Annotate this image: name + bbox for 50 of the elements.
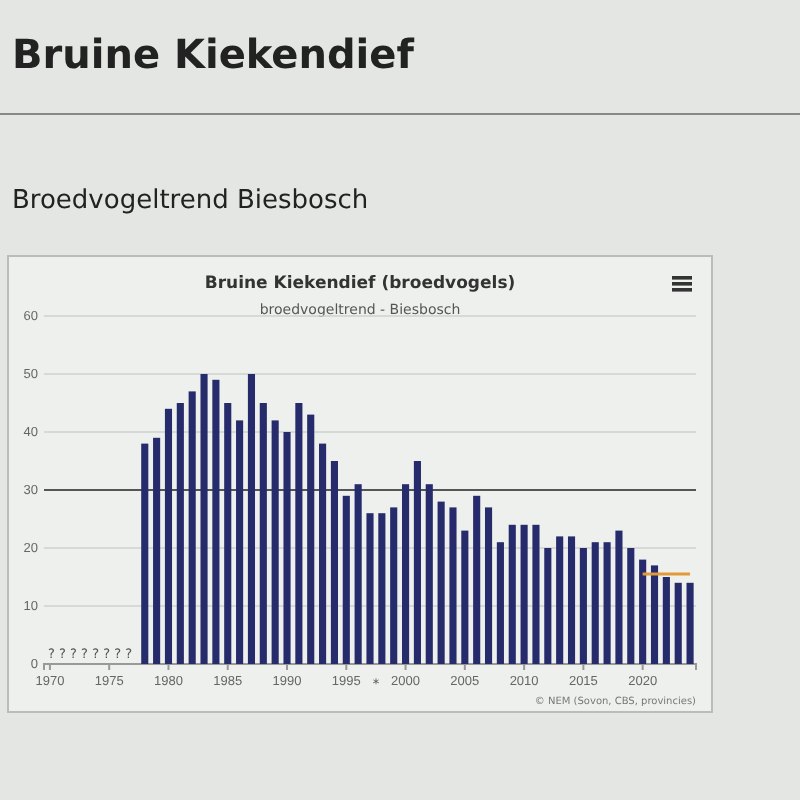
bar	[591, 542, 599, 664]
bar	[259, 403, 267, 664]
bar	[425, 484, 433, 664]
bar	[354, 484, 362, 664]
bar	[413, 461, 421, 664]
bar	[615, 530, 623, 664]
bar	[307, 414, 315, 664]
bar	[236, 420, 244, 664]
bar	[342, 495, 350, 664]
bar	[484, 507, 493, 664]
bar	[686, 582, 694, 664]
bar	[153, 437, 161, 664]
bar	[224, 403, 232, 664]
bar	[639, 559, 647, 664]
bar	[390, 507, 398, 664]
bar	[212, 379, 220, 664]
bar	[164, 408, 173, 664]
bar	[603, 542, 611, 664]
bar	[662, 577, 670, 664]
bar	[520, 524, 528, 664]
bar	[271, 420, 279, 664]
bar	[319, 443, 327, 664]
bar	[378, 513, 386, 664]
bar	[508, 524, 516, 664]
text: Broedvogeltrend Biesbosch	[12, 186, 369, 216]
bar	[200, 374, 208, 664]
bar	[496, 542, 504, 664]
bar	[627, 548, 635, 664]
bar	[437, 501, 445, 664]
bar	[176, 403, 184, 664]
bar	[579, 548, 587, 664]
bar	[556, 536, 564, 664]
chart-title: Bruine Kiekendief (broedvogels)	[204, 274, 516, 294]
bar	[330, 461, 338, 664]
bar	[141, 443, 149, 664]
bar	[188, 391, 196, 664]
bar	[650, 565, 659, 664]
bar	[461, 530, 469, 664]
bar	[674, 582, 682, 664]
bar	[247, 374, 256, 664]
bar	[402, 484, 410, 664]
bar	[544, 548, 552, 664]
bar	[283, 432, 291, 664]
bar	[295, 403, 303, 664]
bar	[449, 507, 457, 664]
bar	[473, 495, 481, 664]
text: Bruine Kiekendief	[12, 30, 415, 78]
bar	[366, 513, 374, 664]
bar	[532, 524, 540, 664]
bar	[567, 536, 576, 664]
